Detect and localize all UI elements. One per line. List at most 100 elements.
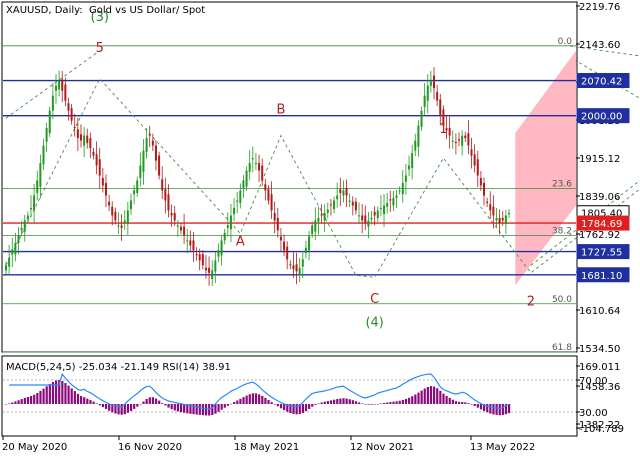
macd-bar	[289, 404, 292, 414]
macd-bar	[461, 402, 464, 404]
macd-bar	[129, 404, 133, 411]
macd-bar	[464, 402, 467, 404]
candle-body	[161, 179, 164, 191]
macd-bar	[133, 404, 136, 409]
candle-body	[479, 178, 482, 186]
candle-body	[495, 217, 498, 221]
indicator-panel-border	[1, 355, 578, 437]
trend-layer	[5, 45, 640, 278]
candle-body	[270, 194, 273, 211]
candle-body	[426, 85, 429, 101]
macd-bar	[451, 399, 454, 404]
candle-body	[336, 195, 339, 200]
candle-body	[314, 220, 317, 232]
macd-bar	[333, 399, 336, 404]
macd-bar	[17, 400, 20, 404]
macd-bar	[301, 404, 305, 413]
candle-body	[489, 204, 492, 211]
candle-body	[39, 163, 42, 187]
macd-bar	[283, 404, 286, 411]
candle-body	[26, 215, 29, 220]
candle-body	[217, 250, 220, 257]
level-tag-bg	[576, 73, 630, 89]
macd-bar	[389, 402, 392, 404]
macd-bar	[254, 393, 258, 404]
macd-bar	[154, 398, 158, 404]
candle-body	[76, 129, 79, 139]
fib-label: 61.8	[552, 343, 572, 353]
candle-body	[64, 84, 67, 101]
chart-description: Gold vs US Dollar/ Spot	[89, 5, 205, 16]
candle-body	[392, 197, 395, 206]
macd-bar	[414, 394, 417, 404]
candle-body	[492, 206, 495, 216]
candle-body	[442, 109, 445, 126]
candle-body	[104, 183, 107, 196]
macd-bar	[151, 397, 155, 404]
macd-bar	[442, 393, 445, 404]
macd-bar	[395, 401, 398, 404]
candle-body	[454, 141, 457, 144]
macd-bar	[479, 404, 483, 410]
macd-bar	[170, 404, 173, 410]
macd-bar	[495, 404, 498, 415]
candle-body	[283, 241, 286, 251]
candle-body	[361, 215, 364, 221]
macd-bar	[439, 390, 442, 404]
candle-body	[111, 206, 114, 216]
time-axis: 20 May 2020 16 Nov 2020 18 May 2021 12 Nov …	[2, 436, 535, 453]
candle-body	[348, 200, 351, 202]
candle-body	[142, 150, 145, 172]
macd-bar	[473, 404, 476, 406]
candle-body	[198, 254, 201, 261]
candle-body	[373, 211, 376, 216]
macd-bar	[436, 388, 439, 404]
macd-bar	[492, 404, 495, 415]
macd-bar	[98, 404, 101, 406]
macd-bar	[401, 399, 404, 404]
candle-body	[476, 159, 479, 176]
macd-bar	[273, 404, 276, 405]
candle-body	[242, 180, 245, 188]
candle-body	[379, 207, 382, 209]
macd-bar	[208, 404, 211, 416]
macd-bar	[201, 404, 205, 416]
macd-bar	[417, 392, 420, 404]
candle-body	[89, 138, 92, 149]
macd-bar	[411, 396, 414, 404]
candle-body	[470, 149, 473, 156]
candle-body	[148, 134, 151, 136]
macd-bar	[276, 404, 280, 407]
candle-body	[186, 240, 189, 242]
macd-bar	[54, 380, 58, 404]
level-tag-bg	[576, 244, 630, 260]
candle-body	[179, 226, 182, 231]
macd-bar	[245, 395, 248, 404]
candle-body	[214, 260, 217, 272]
candle-body	[351, 201, 354, 206]
candle-body	[429, 80, 432, 86]
candle-body	[45, 128, 48, 142]
macd-bar	[323, 401, 326, 404]
trend-line	[5, 50, 100, 119]
macd-bar	[86, 398, 89, 404]
candle-body	[364, 215, 367, 223]
macd-bar	[483, 404, 486, 411]
macd-bar	[304, 404, 308, 412]
candle-body	[101, 178, 104, 186]
candle-body	[154, 145, 157, 161]
macd-bar	[351, 400, 354, 404]
candle-body	[467, 133, 470, 146]
candle-body	[323, 212, 326, 221]
channel-fill	[515, 50, 576, 286]
macd-bar	[498, 404, 501, 416]
level-tag: 1784.69	[581, 219, 622, 230]
macd-bar	[379, 403, 383, 404]
macd-bar	[164, 404, 167, 406]
price-tick-label: 1534.50	[579, 344, 620, 355]
candle-body	[445, 128, 448, 131]
candle-body	[204, 267, 207, 271]
macd-bar	[223, 404, 226, 408]
candle-body	[129, 200, 132, 210]
